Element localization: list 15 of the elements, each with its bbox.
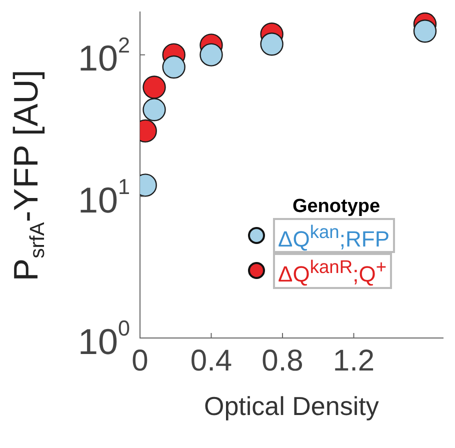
point: [413, 20, 437, 43]
point: [142, 98, 166, 122]
point: [260, 32, 284, 56]
point: [162, 55, 186, 79]
x-tick-label: 0.8: [262, 344, 304, 378]
legend-label: ΔQ$^{kanR}$;Q$^{+}$: [273, 253, 392, 289]
x-tick-label: 1.2: [332, 344, 375, 378]
x-tick-label: 0: [132, 344, 148, 378]
point: [200, 43, 223, 66]
legend-title: Genotype: [291, 196, 382, 218]
x-tick-label: 0.4: [190, 344, 232, 378]
legend-label: ΔQ$^{kan}$;RFP: [273, 218, 394, 254]
x-axis-title: Optical Density: [204, 391, 379, 422]
y-axis-title: PsrfA-YFP [AU]: [7, 70, 49, 282]
point: [142, 76, 166, 99]
